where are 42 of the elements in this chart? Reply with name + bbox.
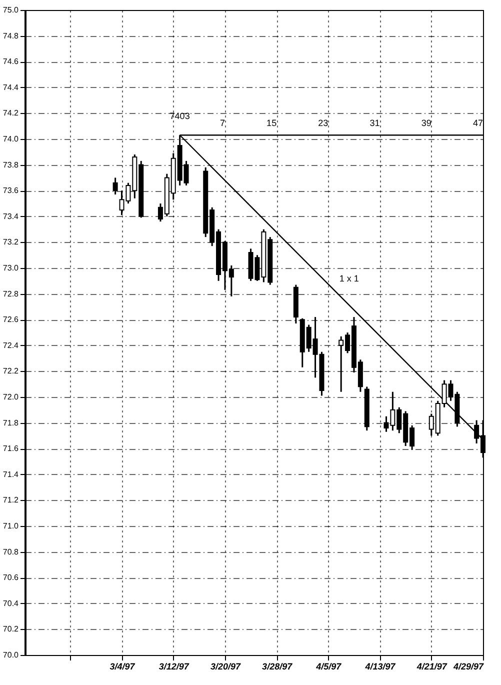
annotation: 1 x 1 — [339, 273, 359, 284]
y-tick-label: 73.6 — [2, 186, 20, 196]
annotation: 47 — [472, 118, 483, 128]
y-tick-label: 71.4 — [2, 470, 20, 479]
y-tick-label: 72.6 — [2, 315, 20, 324]
annotation: 7 — [220, 118, 225, 128]
y-tick-label: 70.0 — [2, 650, 20, 660]
y-tick-label: 74.4 — [2, 82, 20, 92]
y-tick-label: 73.8 — [2, 160, 20, 170]
y-tick-label: 71.6 — [2, 444, 20, 454]
x-tick-label: 4/13/97 — [364, 662, 396, 672]
y-tick-label: 70.4 — [2, 598, 20, 608]
y-tick-label: 74.0 — [2, 134, 20, 144]
y-tick-label: 73.0 — [2, 264, 20, 272]
y-tick-label: 74.6 — [2, 57, 20, 66]
y-tick-label: 70.8 — [2, 547, 20, 556]
x-tick-label: 3/20/97 — [210, 662, 242, 672]
annotation: 39 — [421, 118, 432, 128]
x-tick-label: 4/21/97 — [416, 662, 448, 672]
y-tick-label: 75.0 — [2, 6, 20, 14]
x-tick-label: 3/28/97 — [262, 662, 294, 672]
y-tick-label: 71.2 — [2, 496, 20, 505]
annotation: 23 — [318, 118, 328, 128]
y-tick-label: 70.6 — [2, 573, 20, 582]
y-tick-label: 71.0 — [2, 522, 20, 530]
y-tick-label: 72.8 — [2, 289, 20, 298]
y-tick-label: 73.2 — [2, 238, 20, 247]
annotation: 15 — [266, 118, 277, 128]
y-tick-label: 74.8 — [2, 31, 20, 40]
y-tick-label: 72.4 — [2, 340, 20, 350]
x-tick-label: 4/29/97 — [452, 662, 484, 672]
y-tick-label: 73.4 — [2, 212, 20, 221]
x-tick-label: 3/12/97 — [158, 662, 190, 672]
y-tick-label: 70.2 — [2, 624, 20, 634]
y-tick-label: 72.0 — [2, 392, 20, 402]
y-tick-label: 72.2 — [2, 366, 20, 376]
y-tick-label: 74.2 — [2, 108, 20, 118]
y-tick-label: 71.8 — [2, 418, 20, 428]
x-tick-label: 3/4/97 — [110, 662, 136, 672]
annotation: 7403 — [170, 111, 190, 122]
x-tick-label: 4/5/97 — [315, 662, 342, 672]
annotation: 31 — [370, 118, 380, 128]
